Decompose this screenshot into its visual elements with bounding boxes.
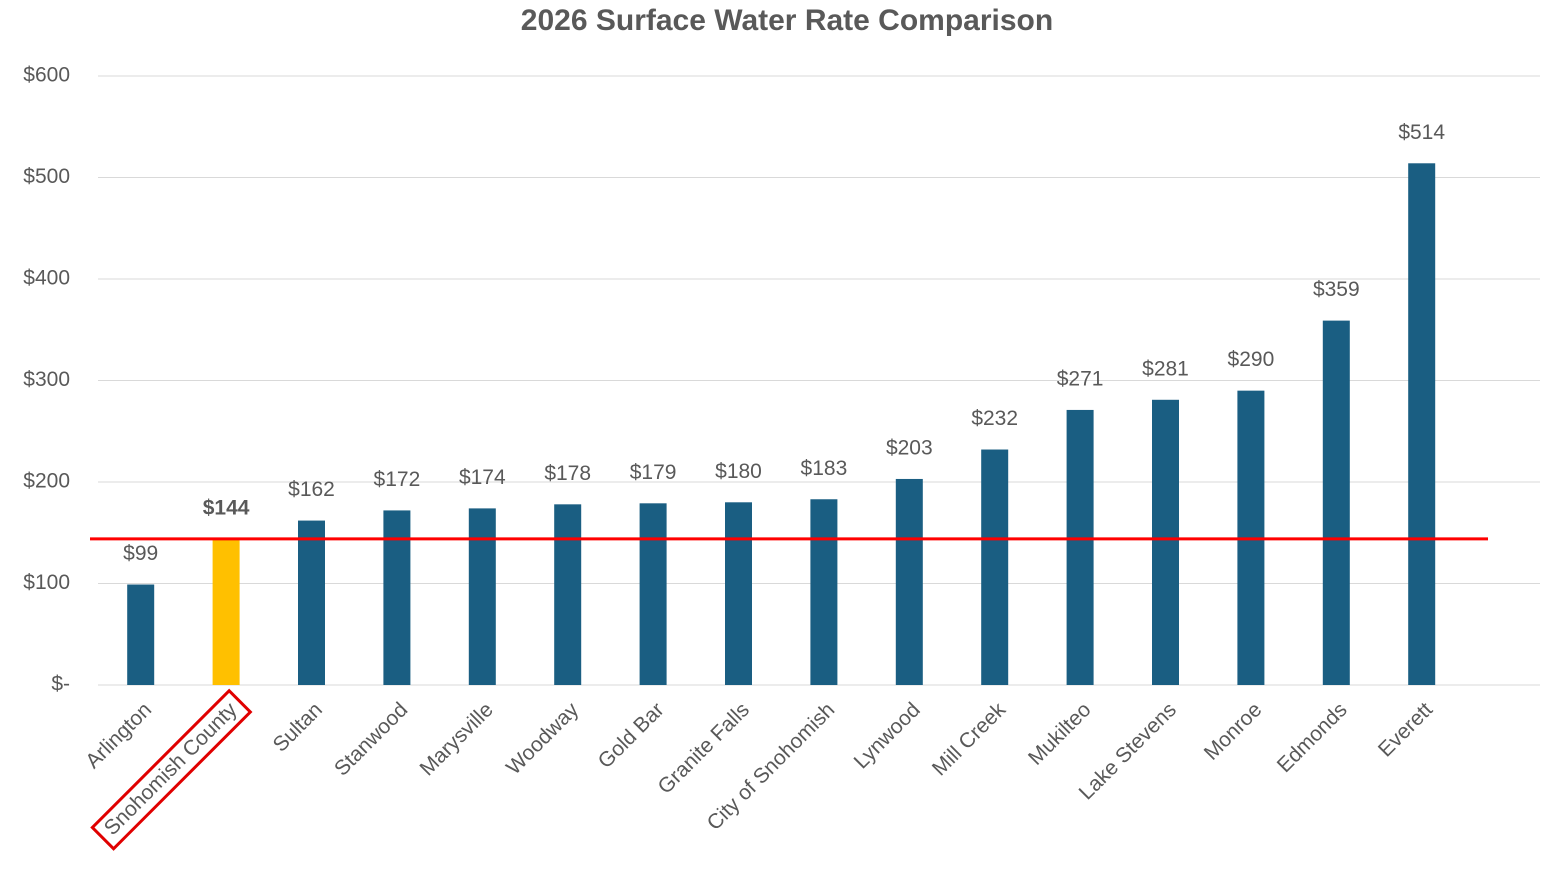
bar bbox=[639, 503, 667, 685]
x-tick-group: Lynwood bbox=[850, 698, 925, 773]
data-label: $144 bbox=[203, 496, 250, 519]
highlight-box bbox=[90, 688, 253, 851]
bar bbox=[468, 508, 496, 685]
bar bbox=[383, 510, 411, 685]
x-tick-label: Sultan bbox=[269, 698, 327, 756]
x-tick-group: Monroe bbox=[1200, 698, 1267, 765]
x-tick-label: Lynwood bbox=[850, 698, 925, 773]
bar bbox=[1408, 163, 1436, 686]
data-label: $172 bbox=[374, 468, 421, 491]
data-label: $180 bbox=[715, 460, 762, 483]
bar bbox=[1066, 409, 1094, 685]
y-tick-label: $600 bbox=[23, 64, 70, 87]
x-tick-group: Snohomish County bbox=[90, 688, 253, 851]
data-label: $162 bbox=[288, 478, 335, 501]
bar bbox=[298, 520, 325, 685]
bar bbox=[554, 504, 582, 685]
chart-title: 2026 Surface Water Rate Comparison bbox=[521, 4, 1053, 37]
data-label: $359 bbox=[1313, 278, 1360, 301]
data-label: $281 bbox=[1142, 357, 1189, 380]
data-label: $179 bbox=[630, 461, 677, 484]
x-tick-group: Mill Creek bbox=[928, 698, 1011, 781]
data-label: $232 bbox=[971, 407, 1018, 430]
data-label: $514 bbox=[1398, 121, 1445, 144]
x-tick-group: Marysville bbox=[415, 698, 497, 780]
x-tick-group: Woodway bbox=[502, 698, 584, 780]
data-label: $174 bbox=[459, 466, 506, 489]
x-tick-group: Everett bbox=[1374, 698, 1437, 761]
bar bbox=[895, 478, 923, 685]
bar bbox=[1152, 399, 1179, 685]
y-tick-label: $300 bbox=[23, 368, 70, 391]
y-tick-label: $- bbox=[51, 673, 70, 696]
y-tick-label: $200 bbox=[23, 470, 70, 493]
x-tick-label: Mill Creek bbox=[928, 698, 1011, 781]
bar bbox=[1322, 320, 1350, 685]
y-tick-label: $400 bbox=[23, 267, 70, 290]
x-tick-label: Marysville bbox=[415, 698, 497, 780]
x-tick-label: Mukilteo bbox=[1024, 698, 1096, 770]
data-label: $178 bbox=[544, 462, 591, 485]
x-tick-group: Sultan bbox=[269, 698, 327, 756]
x-tick-label: Stanwood bbox=[330, 698, 412, 780]
x-tick-label: Gold Bar bbox=[594, 698, 669, 773]
data-label: $290 bbox=[1228, 348, 1275, 371]
bar bbox=[127, 584, 155, 685]
y-tick-label: $100 bbox=[23, 571, 70, 594]
x-tick-label: Everett bbox=[1374, 698, 1437, 761]
x-tick-label: Arlington bbox=[81, 698, 156, 773]
x-tick-group: Gold Bar bbox=[594, 698, 669, 773]
data-label: $183 bbox=[801, 457, 848, 480]
x-tick-group: Mukilteo bbox=[1024, 698, 1096, 770]
x-tick-group: Arlington bbox=[81, 698, 156, 773]
x-tick-label: Woodway bbox=[502, 698, 584, 780]
bar bbox=[981, 449, 1009, 685]
bar bbox=[810, 499, 838, 685]
bar bbox=[725, 502, 752, 685]
bar bbox=[212, 538, 240, 685]
data-label: $99 bbox=[123, 542, 158, 565]
x-tick-label: Monroe bbox=[1200, 698, 1267, 765]
data-label: $271 bbox=[1057, 367, 1104, 390]
y-tick-label: $500 bbox=[23, 165, 70, 188]
x-tick-group: Edmonds bbox=[1273, 698, 1352, 777]
x-tick-group: Stanwood bbox=[330, 698, 412, 780]
data-label: $203 bbox=[886, 437, 933, 460]
x-tick-label: Edmonds bbox=[1273, 698, 1352, 777]
